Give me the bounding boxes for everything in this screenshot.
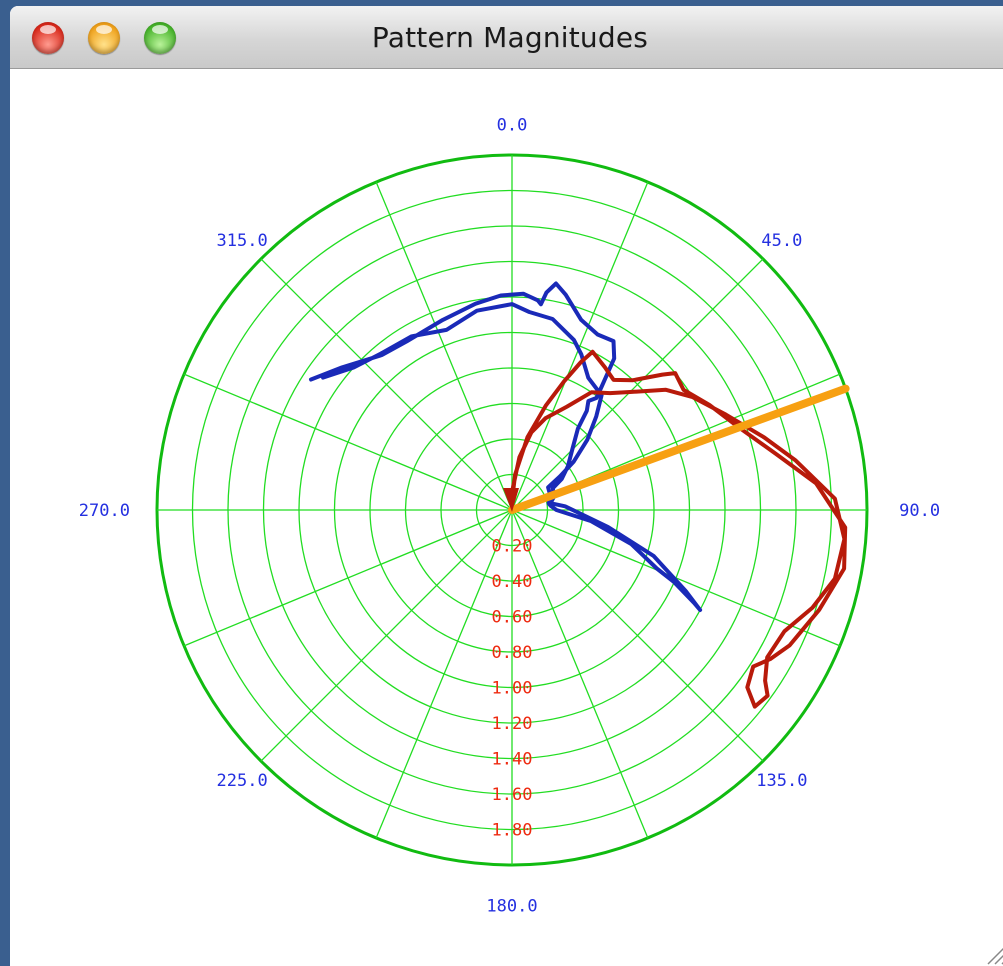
grid-spoke [260, 509, 513, 762]
grid-spoke [375, 181, 513, 511]
angular-tick-label: 225.0 [217, 771, 268, 791]
grid-spoke [260, 258, 513, 511]
radial-tick-label: 1.60 [492, 785, 533, 805]
angular-tick-label: 270.0 [79, 501, 130, 521]
radial-tick-label: 1.00 [492, 679, 533, 699]
series-group [309, 281, 850, 709]
angular-tick-label: 135.0 [756, 771, 807, 791]
grid-spoke [375, 509, 513, 839]
angular-tick-label: 180.0 [486, 897, 537, 917]
grid-spoke [511, 509, 649, 839]
radial-tick-label: 1.40 [492, 750, 533, 770]
grid-spoke [511, 509, 764, 762]
minimize-button[interactable] [88, 22, 120, 54]
close-button[interactable] [32, 22, 64, 54]
radial-tick-label: 0.60 [492, 608, 533, 628]
angular-tick-label: 90.0 [899, 501, 940, 521]
angular-tick-label: 0.0 [497, 115, 528, 135]
radial-tick-label: 1.80 [492, 821, 533, 841]
polar-grid [155, 153, 869, 867]
polar-plot: 0.0 45.0 90.0 135.0 180.0 225.0 270.0 315.0 0.2… [79, 115, 940, 916]
app-window: Pattern Magnitudes 0.0 45.0 90.0 135.0 180.0… [10, 6, 1003, 966]
angular-tick-label: 315.0 [217, 231, 268, 251]
series-arrowhead [503, 488, 519, 512]
title-bar[interactable]: Pattern Magnitudes [10, 6, 1003, 69]
series-line-2 [510, 349, 848, 709]
grid-spoke [511, 181, 649, 511]
window-title: Pattern Magnitudes [371, 21, 649, 54]
angular-tick-label: 45.0 [761, 231, 802, 251]
series-line-3 [508, 384, 850, 514]
grid-spoke [511, 258, 764, 511]
grid-spoke [183, 373, 513, 511]
radial-tick-label: 1.20 [492, 714, 533, 734]
angular-tick-labels: 0.0 45.0 90.0 135.0 180.0 225.0 270.0 315.0 [79, 115, 940, 916]
radial-tick-label: 0.20 [492, 537, 533, 557]
radial-tick-label: 0.40 [492, 572, 533, 592]
radial-tick-label: 0.80 [492, 643, 533, 663]
zoom-button[interactable] [144, 22, 176, 54]
series-line-1 [309, 281, 703, 612]
resize-grip[interactable] [980, 936, 1003, 966]
grid-spoke [183, 509, 513, 647]
radial-tick-labels: 0.20 0.40 0.60 0.80 1.00 1.20 1.40 1.60 1.80 [492, 537, 533, 841]
